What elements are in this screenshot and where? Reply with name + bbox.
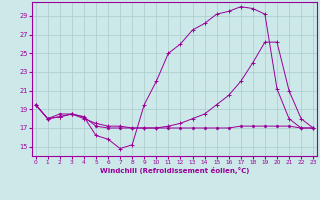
X-axis label: Windchill (Refroidissement éolien,°C): Windchill (Refroidissement éolien,°C) xyxy=(100,167,249,174)
